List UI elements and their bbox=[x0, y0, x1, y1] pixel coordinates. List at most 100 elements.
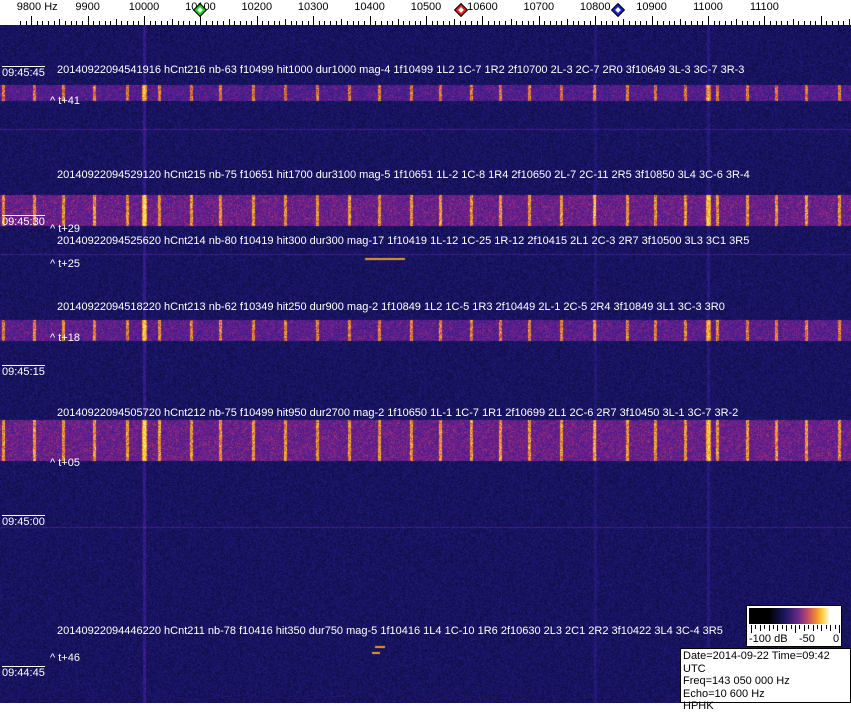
colorbar-tick bbox=[773, 625, 774, 629]
axis-tick bbox=[618, 21, 619, 25]
axis-tick bbox=[381, 21, 382, 25]
axis-tick bbox=[669, 21, 670, 25]
red-frequency-marker[interactable] bbox=[453, 2, 469, 18]
axis-tick bbox=[347, 21, 348, 25]
axis-tick bbox=[121, 21, 122, 25]
time-label: 09:45:45 bbox=[2, 66, 45, 79]
detection-offset: ^ t+41 bbox=[50, 95, 80, 107]
axis-tick bbox=[499, 21, 500, 25]
axis-tick bbox=[285, 19, 286, 25]
detection-annotation: 20140922094446220 hCnt211 nb-78 f10416 h… bbox=[57, 625, 723, 637]
colorbar-tick bbox=[817, 625, 818, 629]
detection-annotation: 20140922094518220 hCnt213 nb-62 f10349 h… bbox=[57, 301, 725, 313]
axis-tick bbox=[353, 21, 354, 25]
axis-tick bbox=[567, 19, 568, 25]
colorbar-tick bbox=[786, 625, 788, 631]
colorbar-tick bbox=[803, 625, 805, 631]
axis-tick bbox=[110, 21, 111, 25]
axis-tick bbox=[635, 21, 636, 25]
frequency-axis: 9800 Hz990010000101001020010300104001050… bbox=[0, 0, 851, 25]
axis-tick bbox=[127, 21, 128, 25]
axis-tick bbox=[550, 21, 551, 25]
axis-tick bbox=[387, 21, 388, 25]
axis-tick bbox=[832, 21, 833, 25]
axis-tick bbox=[257, 16, 258, 25]
colorbar-tick bbox=[759, 625, 761, 631]
axis-tick bbox=[212, 21, 213, 25]
axis-tick bbox=[719, 21, 720, 25]
frequency-tick-label: 9800 Hz bbox=[16, 1, 58, 13]
colorbar-tick bbox=[751, 625, 752, 633]
axis-tick bbox=[217, 21, 218, 25]
axis-tick bbox=[652, 16, 653, 25]
colorbar-tick bbox=[781, 625, 783, 629]
detection-offset: ^ t+46 bbox=[50, 652, 80, 664]
axis-tick bbox=[105, 21, 106, 25]
axis-tick bbox=[826, 21, 827, 25]
time-label: 09:45:00 bbox=[2, 515, 45, 528]
colorbar-tick bbox=[825, 625, 827, 629]
frequency-tick-label: 10500 bbox=[410, 1, 442, 13]
blue-frequency-marker[interactable] bbox=[610, 2, 625, 18]
axis-tick bbox=[623, 19, 624, 25]
axis-tick bbox=[849, 19, 850, 25]
axis-tick bbox=[725, 21, 726, 25]
axis-tick bbox=[308, 21, 309, 25]
axis-tick bbox=[167, 21, 168, 25]
axis-tick bbox=[432, 21, 433, 25]
axis-tick bbox=[403, 21, 404, 25]
axis-tick bbox=[804, 21, 805, 25]
axis-tick bbox=[88, 16, 89, 25]
axis-tick bbox=[116, 19, 117, 25]
axis-tick bbox=[708, 16, 709, 25]
colorbar-tick bbox=[799, 625, 801, 629]
axis-tick bbox=[646, 21, 647, 25]
time-label: 09:45:30 bbox=[2, 215, 45, 228]
axis-tick bbox=[370, 16, 371, 25]
axis-tick bbox=[200, 16, 201, 25]
axis-tick bbox=[324, 21, 325, 25]
frequency-tick-label: 9900 bbox=[75, 1, 100, 13]
axis-tick bbox=[685, 21, 686, 25]
axis-tick bbox=[296, 21, 297, 25]
color-gradient bbox=[749, 608, 839, 624]
detection-offset: ^ t+25 bbox=[50, 258, 80, 270]
axis-tick bbox=[279, 21, 280, 25]
axis-tick bbox=[702, 21, 703, 25]
detection-annotation: 20140922094505720 hCnt212 nb-75 f10499 h… bbox=[57, 407, 739, 419]
detection-annotation: 20140922094529120 hCnt215 nb-75 f10651 h… bbox=[57, 169, 750, 181]
axis-tick bbox=[556, 21, 557, 25]
echo-frequency: Echo=10 600 Hz bbox=[683, 687, 765, 700]
axis-tick bbox=[240, 21, 241, 25]
axis-tick bbox=[753, 21, 754, 25]
axis-tick bbox=[313, 16, 314, 25]
axis-tick bbox=[584, 21, 585, 25]
axis-tick bbox=[606, 21, 607, 25]
axis-tick bbox=[595, 16, 596, 25]
color-scale-legend: -100 dB -50 0 bbox=[746, 605, 842, 647]
axis-tick bbox=[341, 19, 342, 25]
axis-tick bbox=[680, 19, 681, 25]
detection-annotation: 20140922094541916 hCnt216 nb-63 f10499 h… bbox=[57, 64, 745, 76]
info-box: Date=2014-09-22 Time=09:42 UTC Freq=143 … bbox=[680, 648, 851, 712]
axis-tick bbox=[82, 21, 83, 25]
frequency: Freq=143 050 000 Hz bbox=[683, 675, 790, 687]
frequency-tick-label: 10600 bbox=[467, 1, 498, 13]
axis-tick bbox=[99, 21, 100, 25]
axis-tick bbox=[37, 21, 38, 25]
axis-tick bbox=[601, 21, 602, 25]
axis-tick bbox=[770, 21, 771, 25]
spectrogram-waterfall bbox=[0, 25, 851, 703]
axis-tick bbox=[465, 21, 466, 25]
time-label: 09:45:15 bbox=[2, 365, 45, 378]
colorbar-tick bbox=[755, 625, 757, 629]
axis-tick bbox=[31, 16, 32, 25]
axis-tick bbox=[262, 21, 263, 25]
axis-tick bbox=[714, 21, 715, 25]
axis-tick bbox=[358, 21, 359, 25]
axis-tick bbox=[561, 21, 562, 25]
colorbar-tick bbox=[790, 625, 792, 629]
axis-tick bbox=[522, 21, 523, 25]
axis-tick bbox=[138, 21, 139, 25]
axis-tick bbox=[26, 21, 27, 25]
